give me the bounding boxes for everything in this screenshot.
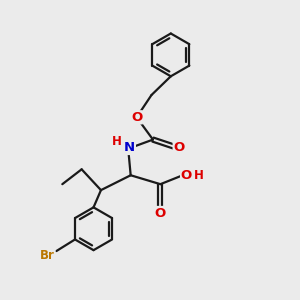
Text: H: H (194, 169, 204, 182)
Text: H: H (112, 136, 122, 148)
Text: O: O (181, 169, 192, 182)
Text: Br: Br (40, 249, 55, 262)
Text: N: N (124, 141, 135, 154)
Text: O: O (131, 111, 142, 124)
Text: O: O (155, 206, 166, 220)
Text: O: O (173, 140, 184, 154)
